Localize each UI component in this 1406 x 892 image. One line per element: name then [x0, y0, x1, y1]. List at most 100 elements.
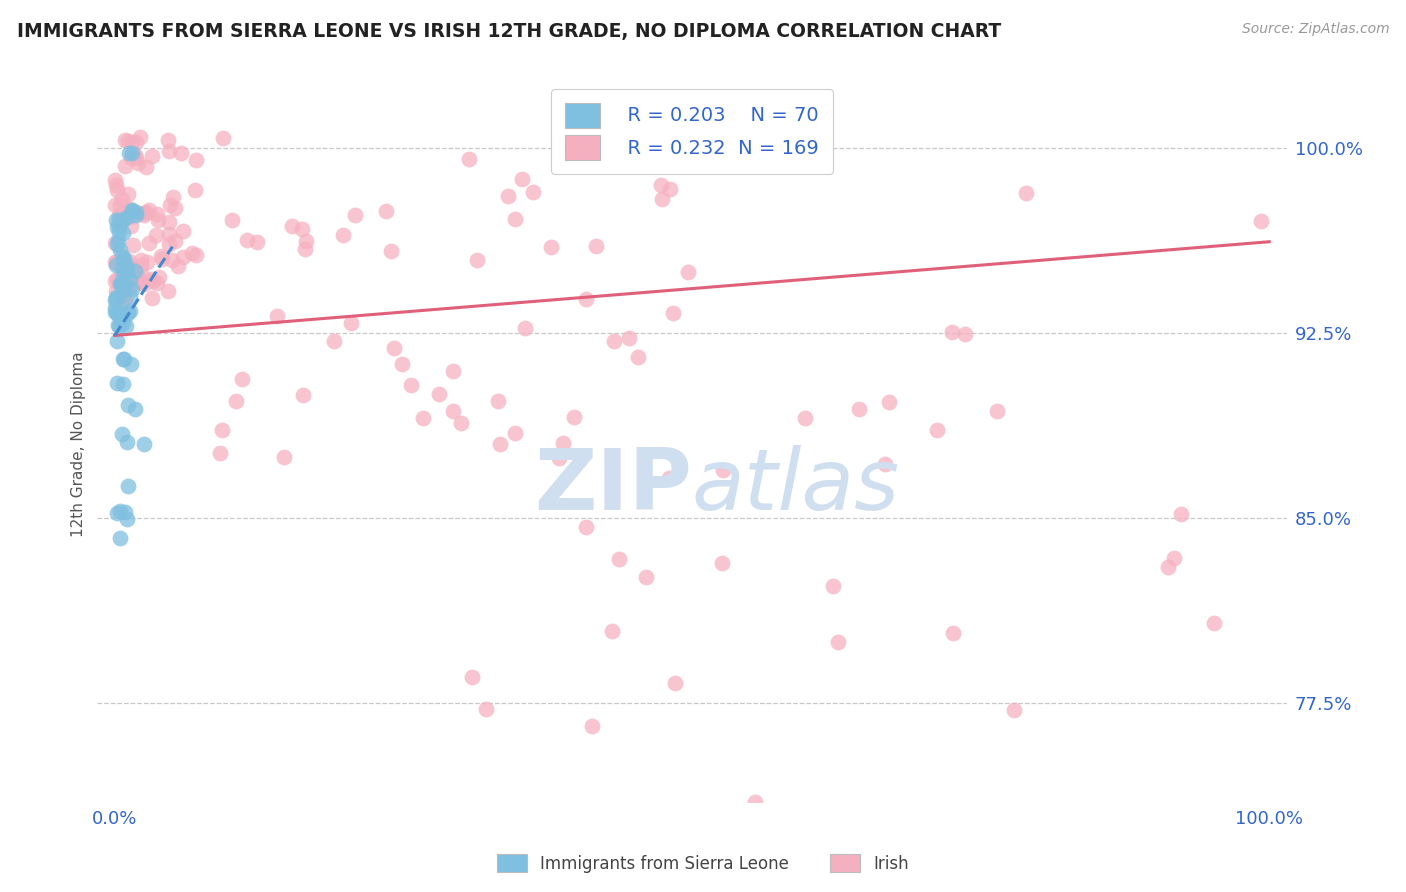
Point [125, 135, 148, 149]
Point [246, 235, 269, 249]
Point [399, 377, 422, 392]
Point [134, 208, 156, 222]
Point [131, 268, 153, 282]
Point [627, 350, 650, 364]
Point [873, 457, 896, 471]
Point [711, 463, 734, 477]
Point [231, 372, 253, 386]
Point [111, 427, 134, 442]
Point [117, 135, 139, 149]
Point [225, 393, 247, 408]
Point [115, 307, 138, 321]
Point [104, 178, 127, 192]
Point [157, 214, 180, 228]
Point [1015, 186, 1038, 200]
Point [503, 212, 526, 227]
Point [127, 155, 149, 169]
Point [160, 253, 183, 268]
Point [148, 270, 170, 285]
Point [165, 201, 187, 215]
Point [180, 246, 202, 260]
Point [110, 277, 132, 291]
Point [104, 301, 127, 316]
Point [162, 190, 184, 204]
Point [146, 213, 169, 227]
Point [124, 264, 146, 278]
Point [486, 394, 509, 409]
Point [600, 624, 623, 639]
Point [146, 207, 169, 221]
Point [114, 277, 136, 291]
Point [942, 626, 965, 640]
Point [553, 435, 575, 450]
Point [108, 503, 131, 517]
Point [105, 306, 128, 320]
Point [114, 318, 136, 333]
Point [412, 411, 434, 425]
Point [183, 183, 205, 197]
Point [211, 423, 233, 437]
Point [128, 275, 150, 289]
Point [489, 436, 512, 450]
Point [157, 236, 180, 251]
Point [115, 262, 138, 277]
Point [108, 531, 131, 545]
Point [236, 233, 259, 247]
Point [117, 186, 139, 201]
Point [112, 252, 135, 266]
Point [104, 173, 127, 187]
Point [129, 258, 152, 272]
Point [105, 255, 128, 269]
Point [120, 289, 142, 303]
Point [121, 204, 143, 219]
Point [110, 312, 132, 326]
Point [510, 171, 533, 186]
Point [1204, 616, 1226, 631]
Point [172, 250, 194, 264]
Point [156, 133, 179, 147]
Point [129, 252, 152, 267]
Point [157, 227, 180, 241]
Point [108, 274, 131, 288]
Point [114, 505, 136, 519]
Point [212, 131, 235, 145]
Point [575, 292, 598, 306]
Point [105, 290, 128, 304]
Point [104, 255, 127, 269]
Point [281, 219, 304, 233]
Point [710, 556, 733, 570]
Point [108, 318, 131, 333]
Point [110, 198, 132, 212]
Text: IMMIGRANTS FROM SIERRA LEONE VS IRISH 12TH GRADE, NO DIPLOMA CORRELATION CHART: IMMIGRANTS FROM SIERRA LEONE VS IRISH 12… [17, 22, 1001, 41]
Point [125, 151, 148, 165]
Point [112, 260, 135, 274]
Text: ZIP: ZIP [534, 445, 692, 528]
Point [111, 267, 134, 281]
Point [295, 234, 318, 248]
Point [118, 253, 141, 268]
Point [340, 316, 363, 330]
Point [117, 434, 139, 449]
Point [105, 507, 128, 521]
Point [117, 145, 139, 160]
Point [110, 276, 132, 290]
Y-axis label: 12th Grade, No Diploma: 12th Grade, No Diploma [72, 351, 86, 537]
Point [941, 325, 963, 339]
Point [124, 148, 146, 162]
Point [291, 222, 314, 236]
Point [105, 292, 128, 306]
Point [156, 284, 179, 298]
Point [121, 145, 143, 160]
Point [823, 579, 845, 593]
Point [115, 258, 138, 272]
Point [107, 300, 129, 314]
Point [121, 282, 143, 296]
Point [135, 161, 157, 175]
Point [121, 260, 143, 274]
Point [114, 133, 136, 147]
Point [170, 146, 193, 161]
Point [744, 795, 766, 809]
Point [112, 377, 135, 392]
Point [585, 239, 607, 253]
Point [120, 358, 142, 372]
